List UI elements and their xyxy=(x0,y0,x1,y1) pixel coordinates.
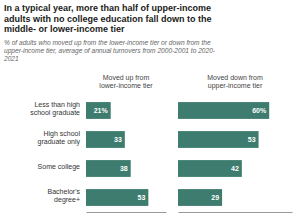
text-line: In a typical year, more than half of upp… xyxy=(4,3,211,13)
y-tick: Bachelor'sdegree+ xyxy=(48,188,81,204)
panel-header: Moved up fromlower-income tier xyxy=(99,74,153,89)
text-line: Less than high xyxy=(34,101,80,109)
bar xyxy=(86,189,148,206)
bar xyxy=(178,189,222,206)
text-line: school graduate xyxy=(30,109,80,117)
data-label: 38 xyxy=(120,165,128,172)
text-line: adults with no college education fall do… xyxy=(4,14,212,24)
y-tick: High schoolgraduate only xyxy=(38,130,81,146)
text-line: graduate only xyxy=(38,138,81,146)
text-line: Bachelor's xyxy=(48,188,81,195)
text-line: lower-income tier xyxy=(99,82,153,89)
text-line: Some college xyxy=(38,163,81,171)
y-tick-label: Less than highschool graduate xyxy=(30,101,80,117)
subtitle: % of adults who moved up from the lower-… xyxy=(3,39,216,62)
y-axis: Less than highschool graduate High school… xyxy=(30,101,80,204)
data-label: 53 xyxy=(138,194,146,201)
text-line: Moved up from xyxy=(103,74,150,82)
text-line: degree+ xyxy=(54,196,80,204)
data-labels: 21% 33 38 53 xyxy=(94,107,146,201)
data-label: 29 xyxy=(211,194,219,201)
x-axis xyxy=(87,212,167,213)
text-line: upper-income tier, average of annual tur… xyxy=(4,47,216,55)
y-tick: Some college xyxy=(38,163,81,171)
data-label: 60% xyxy=(252,107,267,114)
x-axis xyxy=(179,212,293,213)
text-line: 2021 xyxy=(3,55,19,62)
y-tick-label: High schoolgraduate only xyxy=(38,130,81,146)
data-label: 33 xyxy=(114,136,122,143)
data-labels: 60% 53 42 29 xyxy=(211,107,267,201)
text-line: % of adults who moved up from the lower-… xyxy=(4,39,211,47)
bar xyxy=(178,160,242,177)
bars xyxy=(178,102,269,206)
bar xyxy=(178,102,269,119)
bar xyxy=(86,131,125,148)
y-tick: Less than highschool graduate xyxy=(30,101,80,117)
x-axis-line xyxy=(87,212,167,213)
bar xyxy=(86,102,111,119)
data-label: 42 xyxy=(231,165,239,172)
data-label: 21% xyxy=(94,107,109,114)
text-line: High school xyxy=(43,130,80,138)
title: In a typical year, more than half of upp… xyxy=(4,3,212,34)
data-label: 53 xyxy=(248,136,256,143)
text-line: middle- or lower-income tier xyxy=(4,24,125,34)
bar xyxy=(178,131,259,148)
text-line: Moved down from xyxy=(207,74,263,81)
panel-header: Moved down fromupper-income tier xyxy=(207,74,263,90)
y-tick-label: Bachelor'sdegree+ xyxy=(48,188,81,204)
y-tick-label: Some college xyxy=(38,163,81,171)
bar xyxy=(86,160,131,177)
x-axis-line xyxy=(179,212,293,213)
text-line: upper-income tier xyxy=(208,82,263,90)
bars xyxy=(86,102,148,206)
chart: In a typical year, more than half of upp… xyxy=(0,0,300,220)
